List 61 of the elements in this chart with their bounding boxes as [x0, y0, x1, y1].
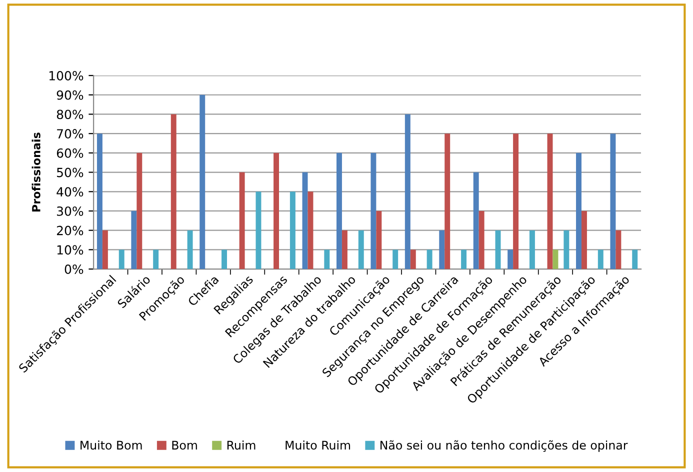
bar	[564, 230, 570, 270]
y-tick-label: 50%	[57, 168, 84, 178]
y-tick-label: 30%	[57, 206, 84, 216]
bar	[404, 114, 410, 270]
y-tick-label: 0%	[64, 264, 84, 274]
bar	[598, 250, 604, 270]
bar	[478, 210, 484, 270]
bar	[200, 94, 206, 270]
legend-label: Ruim	[227, 440, 256, 450]
bar	[610, 134, 616, 270]
bar	[187, 230, 193, 270]
bar	[131, 210, 137, 270]
bar	[529, 230, 535, 270]
bar	[473, 172, 479, 270]
bar	[581, 210, 587, 270]
bar	[324, 250, 330, 270]
bar	[513, 134, 519, 270]
y-tick-label: 70%	[57, 129, 84, 139]
bar	[616, 230, 622, 270]
bar	[136, 152, 142, 270]
bar	[495, 230, 501, 270]
bar	[290, 192, 296, 270]
bar	[632, 250, 638, 270]
legend-label: Muito Bom	[80, 440, 142, 450]
bar	[552, 250, 558, 270]
bar	[118, 250, 124, 270]
bar	[444, 134, 450, 270]
bar	[576, 152, 582, 270]
bar	[358, 230, 364, 270]
bar	[102, 230, 108, 270]
bar	[336, 152, 342, 270]
bar	[426, 250, 432, 270]
bar	[274, 152, 280, 270]
bar	[370, 152, 376, 270]
y-tick-label: 80%	[56, 110, 84, 120]
bar	[439, 230, 445, 270]
y-tick-label: 10%	[57, 245, 84, 255]
y-tick-label: 40%	[56, 187, 84, 197]
bar	[170, 114, 176, 270]
bar	[410, 250, 416, 270]
y-tick-label: 100%	[49, 70, 84, 80]
bar	[376, 210, 382, 270]
y-tick-label: 20%	[56, 226, 84, 236]
y-tick-label: 90%	[56, 90, 84, 100]
legend-label: Não sei ou não tenho condições de opinar	[380, 440, 628, 452]
legend-label: Bom	[172, 440, 197, 450]
bar	[256, 192, 262, 270]
bar	[96, 134, 102, 270]
bar	[392, 250, 398, 270]
bar	[547, 134, 553, 270]
bar	[239, 172, 245, 270]
y-axis-title: Profissionais	[32, 132, 40, 212]
bar	[508, 250, 514, 270]
bar	[461, 250, 467, 270]
bar	[222, 250, 227, 270]
text: Muito Ruim	[286, 440, 350, 450]
bar	[308, 192, 314, 270]
bar	[342, 230, 348, 270]
bar	[153, 250, 159, 270]
bar	[302, 172, 308, 270]
y-tick-label: 60%	[56, 148, 84, 158]
